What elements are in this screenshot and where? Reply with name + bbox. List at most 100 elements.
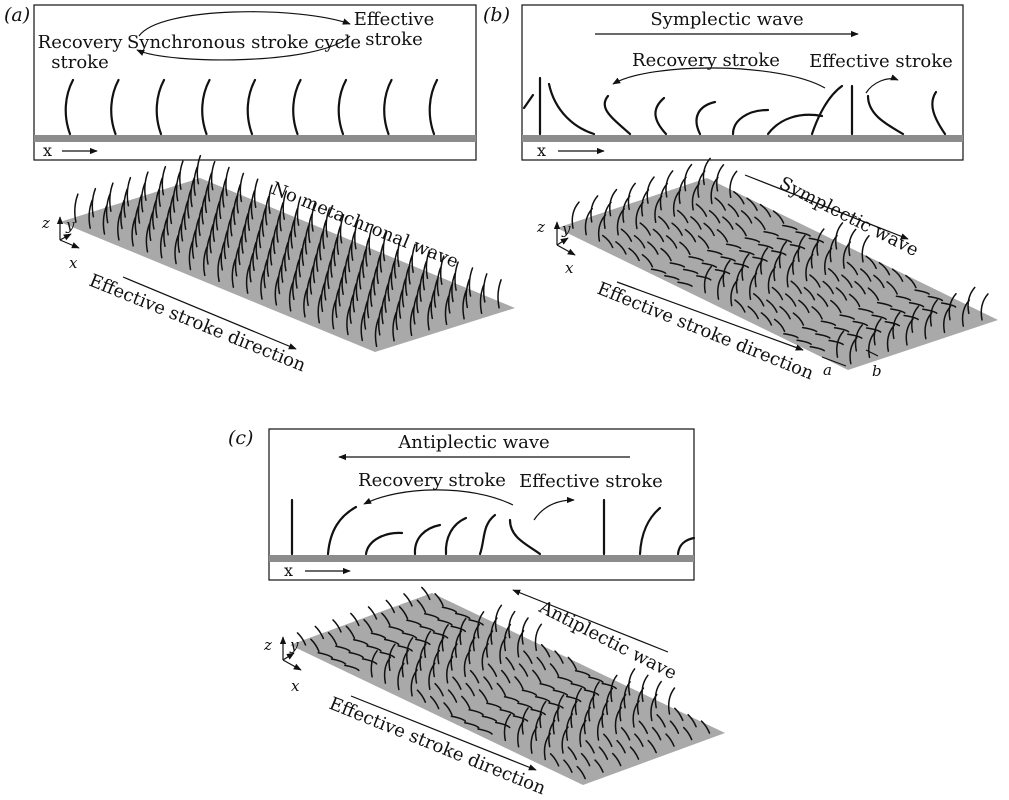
carpet-cilium bbox=[588, 676, 604, 683]
carpet-cilium bbox=[523, 650, 533, 664]
carpet-cilium bbox=[152, 200, 157, 230]
carpet-cilium bbox=[317, 293, 323, 324]
carpet-cilium bbox=[179, 160, 184, 190]
carpet-cilium bbox=[408, 255, 413, 285]
carpet-cilium bbox=[312, 253, 318, 284]
panel-a-carpet: z y x No metachronal wave Effective stro… bbox=[41, 154, 515, 376]
carpet-cilium bbox=[247, 201, 253, 231]
carpet-cilium bbox=[590, 195, 599, 223]
carpet-cilium bbox=[193, 166, 198, 196]
carpet-cilium bbox=[594, 759, 604, 773]
carpet-cilium bbox=[667, 687, 676, 715]
carpet-cilium bbox=[252, 241, 257, 272]
carpet-cilium bbox=[891, 268, 904, 282]
cilium bbox=[731, 108, 770, 136]
panel-c-carpet: z y x Antiplectic wave Effective stroke … bbox=[263, 586, 725, 799]
carpet-cilium bbox=[120, 199, 125, 230]
carpet-cilium bbox=[664, 274, 680, 281]
carpet-cilium bbox=[759, 203, 772, 218]
carpet-cilium bbox=[574, 670, 591, 677]
carpet-cilium bbox=[279, 201, 284, 232]
carpet-cilium bbox=[166, 206, 171, 236]
carpet-cilium bbox=[828, 339, 844, 346]
cilium bbox=[201, 78, 211, 136]
carpet-cilium bbox=[347, 242, 353, 273]
carpet-cilium bbox=[350, 612, 360, 627]
carpet-cilium bbox=[696, 275, 712, 281]
carpet-cilium bbox=[268, 184, 273, 215]
carpet-cilium bbox=[789, 243, 806, 250]
carpet-cilium bbox=[729, 170, 738, 199]
carpet-cilium bbox=[388, 625, 404, 633]
carpet-cilium bbox=[461, 695, 471, 710]
carpet-cilium bbox=[421, 586, 431, 601]
carpet-cilium bbox=[803, 286, 816, 301]
carpet-cilium bbox=[236, 184, 241, 214]
cycle-arrow-lower bbox=[136, 35, 351, 61]
carpet-cilium bbox=[253, 178, 259, 209]
carpet-cilium bbox=[172, 183, 178, 213]
carpet-cilium bbox=[274, 276, 280, 306]
carpet-cilium bbox=[687, 713, 697, 728]
carpet-cilium bbox=[521, 617, 529, 645]
carpet-cilium bbox=[244, 212, 249, 243]
cilium bbox=[64, 78, 75, 136]
carpet-cilium bbox=[102, 205, 108, 235]
carpet-cilium bbox=[499, 708, 515, 716]
carpet-cilium bbox=[327, 259, 332, 290]
carpet-cilium bbox=[534, 623, 543, 652]
carpet-cilium bbox=[867, 287, 880, 301]
x-axis-arrow bbox=[556, 244, 576, 256]
carpet-cilium bbox=[430, 289, 436, 320]
carpet-cilium bbox=[651, 726, 662, 741]
carpet-cilium bbox=[690, 216, 702, 230]
carpet-cilium bbox=[341, 265, 346, 296]
panel-a: (a) Recovery stroke Synchronous stroke c… bbox=[4, 4, 515, 376]
carpet-cilium bbox=[91, 187, 97, 218]
carpet-cilium bbox=[277, 264, 283, 295]
carpet-cilium bbox=[914, 289, 930, 295]
carpet-cilium bbox=[354, 219, 359, 250]
carpet-cilium bbox=[462, 290, 467, 320]
carpet-cilium bbox=[532, 669, 542, 684]
carpet-cilium bbox=[795, 231, 811, 237]
carpet-cilium bbox=[344, 254, 350, 284]
carpet-cilium bbox=[735, 222, 747, 237]
panel-a-label: (a) bbox=[4, 4, 30, 26]
carpet-cilium bbox=[378, 306, 383, 336]
carpet-cilium bbox=[249, 252, 254, 283]
carpet-cilium bbox=[684, 163, 693, 192]
carpet-cilium bbox=[292, 270, 297, 301]
carpet-cilium bbox=[123, 188, 128, 218]
carpet-cilium bbox=[304, 225, 310, 255]
carpet-cilium bbox=[332, 619, 342, 633]
carpet-cilium bbox=[505, 656, 515, 671]
carpet-cilium bbox=[682, 268, 699, 275]
carpet-cilium bbox=[261, 207, 267, 237]
carpet-cilium bbox=[163, 217, 168, 248]
carpet-cilium bbox=[338, 277, 343, 307]
carpet-cilium bbox=[360, 311, 366, 342]
carpet-cilium bbox=[552, 689, 569, 696]
effective-stroke-line2: stroke bbox=[365, 29, 422, 50]
panel-a-x-label: x bbox=[43, 141, 52, 160]
cycle-arrow-upper bbox=[138, 11, 351, 37]
carpet-cilium bbox=[370, 277, 375, 307]
carpet-cilium bbox=[217, 252, 222, 283]
carpet-cilium bbox=[554, 650, 564, 664]
y-axis-label: y bbox=[65, 216, 75, 234]
carpet-cilium bbox=[846, 261, 859, 276]
carpet-cilium bbox=[443, 702, 453, 716]
carpet-cilium bbox=[496, 682, 507, 697]
carpet-cilium bbox=[908, 302, 925, 308]
carpet-cilium bbox=[629, 746, 640, 760]
cilium bbox=[638, 506, 662, 556]
carpet-cilium bbox=[858, 308, 874, 314]
carpet-cilium bbox=[317, 651, 333, 659]
carpet-cilium bbox=[701, 262, 718, 268]
carpet-cilium bbox=[169, 194, 175, 225]
carpet-cilium bbox=[403, 593, 413, 607]
carpet-cilium bbox=[105, 193, 111, 224]
carpet-cilium bbox=[746, 197, 758, 211]
panel-b-axes-triad: z y x bbox=[536, 218, 576, 277]
